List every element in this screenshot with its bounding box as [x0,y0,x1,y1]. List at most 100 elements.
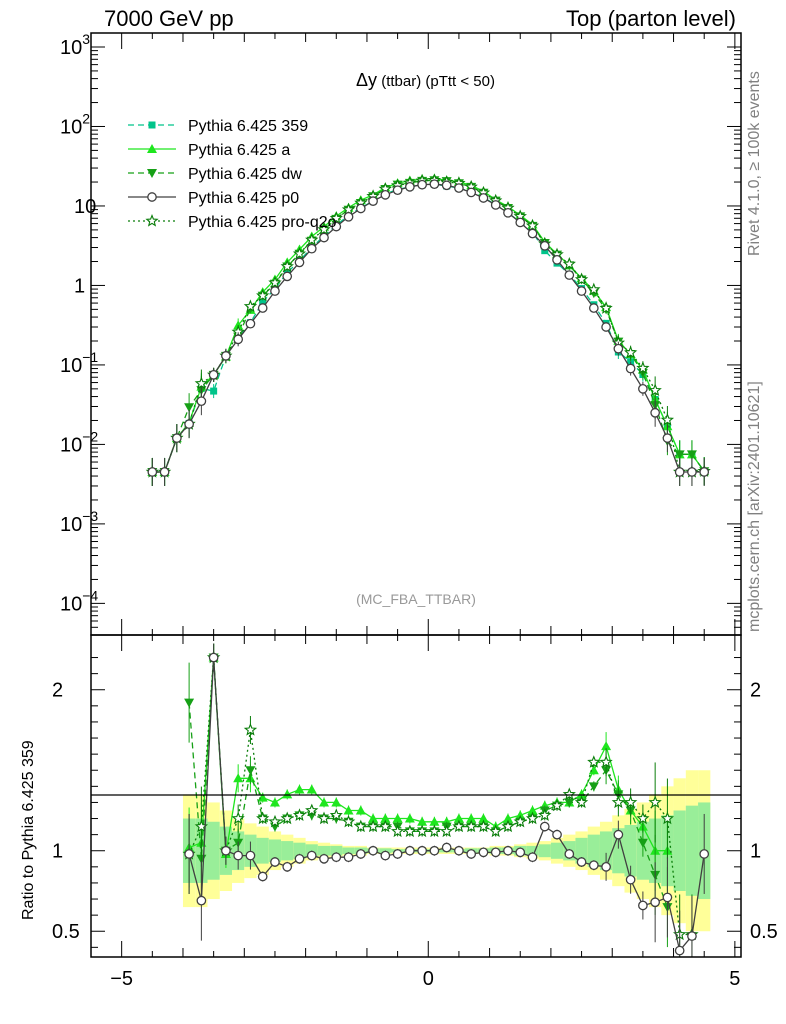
main-point [636,361,650,374]
ratio-point [404,813,415,823]
ratio-point [341,814,356,828]
legend-label: Pythia 6.425 p0 [188,190,299,207]
ratio-point [368,845,378,856]
ratio-point [243,723,258,736]
ratio-point [648,795,662,809]
main-point [270,286,280,296]
ratio-point [503,845,513,856]
ratio-point [329,808,343,822]
legend-label: Pythia 6.425 a [188,142,290,159]
main-point [601,322,611,332]
ratio-point [599,755,613,768]
main-point [405,181,415,192]
title-rest: (ttbar) (pTtt < 50) [377,73,495,90]
ratio-point [233,850,244,861]
main-point [380,189,391,200]
main-point [319,232,329,243]
main-ytick-label: 10−1 [60,349,98,377]
ratio-point [245,766,256,776]
ratio-point [525,811,540,825]
ratio-point [687,931,697,941]
main-title: Δy (ttbar) (pTtt < 50) [356,70,495,90]
main-point [552,254,562,265]
ratio-point [501,819,515,833]
main-point [686,450,697,460]
ratio-point [208,652,219,663]
main-point [184,403,195,413]
main-point [233,320,244,330]
ratio-point [527,805,538,815]
ratio-point [366,819,380,833]
main-point [355,203,366,214]
ratio-point [196,895,207,906]
band-green [330,845,343,856]
ratio-point [550,798,564,812]
ratio-point [305,803,319,817]
ratio-point [231,811,245,825]
x-tick-label: 0 [423,968,434,990]
ratio-point [638,900,648,911]
main-point [503,207,513,218]
main-point [194,376,208,390]
main-ytick-label: 102 [60,110,90,138]
main-point [268,275,282,289]
ratio-point [562,787,576,800]
band-green [550,842,564,859]
ratio-point [331,797,342,807]
ratio-point [343,805,354,815]
main-point [613,343,624,354]
ratio-point [184,698,195,708]
ratio-point [454,845,464,856]
ratio-point [513,814,527,828]
ratio-point [306,784,317,794]
main-point [564,270,575,280]
main-point [280,259,294,273]
ratio-point [317,811,331,825]
ratio-point [355,849,366,859]
ratio-line [188,657,668,855]
legend-item: Pythia 6.425 359 [128,118,308,135]
ratio-point [452,819,466,833]
main-point [525,218,540,232]
ratio-point [564,798,575,808]
main-point [441,180,452,191]
band-green [342,847,355,854]
legend-item: Pythia 6.425 p0 [128,190,299,207]
legend-marker [145,213,159,227]
ratio-point [515,810,526,820]
legend-item: Pythia 6.425 pro-q2o [128,213,337,231]
main-point [305,232,319,246]
main-point [256,288,270,302]
ratio-point [490,847,501,858]
legend-item: Pythia 6.425 a [128,142,290,159]
ratio-point [527,852,538,863]
main-point [490,200,501,210]
ratio-point [466,813,477,823]
band-green [538,844,551,858]
main-point [292,246,307,260]
ratio-point [466,849,477,859]
main-point [478,193,489,203]
main-point [147,467,158,477]
ratio-point [378,819,393,833]
ratio-point [392,813,403,823]
ratio-series-layer [182,643,710,957]
main-point [392,185,403,196]
ratio-point [184,849,194,859]
main-ytick-label: 10−4 [60,587,98,615]
ratio-point [405,845,415,856]
ratio-point [257,792,268,802]
ratio-point [417,845,427,856]
ratio-ytick-label-right: 0.5 [750,921,778,943]
main-point [171,433,182,443]
main-point [674,467,685,477]
ratio-point [552,829,562,840]
ratio-point [576,789,587,799]
band-green [575,837,588,864]
header-process: Top (parton level) [566,6,736,31]
ratio-point [319,853,329,864]
ratio-point [429,816,440,826]
ratio-point [268,814,282,828]
ratio-point [441,842,452,853]
main-point [317,222,331,236]
